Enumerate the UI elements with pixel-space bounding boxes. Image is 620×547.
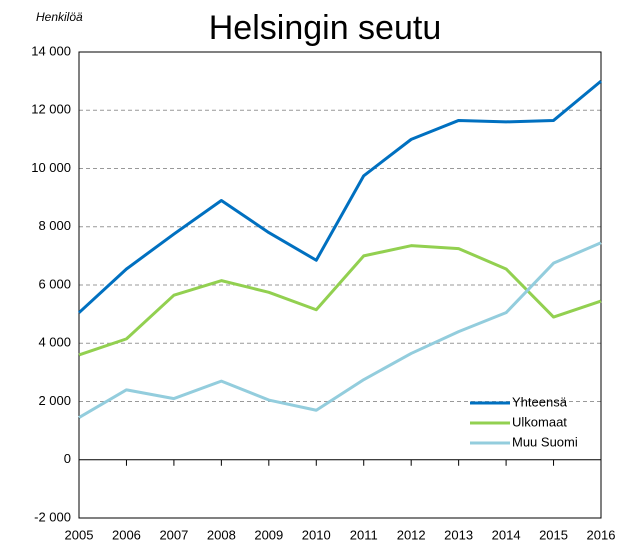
x-tick-label: 2011 <box>350 527 378 542</box>
x-tick-label: 2015 <box>539 527 568 542</box>
x-tick-label: 2005 <box>65 527 94 542</box>
y-tick-label: 14 000 <box>31 43 71 58</box>
plot-frame <box>78 51 602 519</box>
y-tick-label: 10 000 <box>31 160 71 175</box>
y-axis-label: Henkilöä <box>36 10 83 24</box>
x-tick-label: 2013 <box>444 527 473 542</box>
y-tick-label: 12 000 <box>31 102 71 117</box>
series-line <box>78 244 602 357</box>
legend-label: Muu Suomi <box>512 434 578 449</box>
y-tick-label: 4 000 <box>38 335 71 350</box>
series-line <box>78 241 602 419</box>
x-tick-label: 2007 <box>159 527 188 542</box>
y-tick-label: 8 000 <box>38 218 71 233</box>
x-tick-label: 2008 <box>207 527 236 542</box>
y-tick-label: 0 <box>64 451 71 466</box>
x-tick-label: 2009 <box>254 527 283 542</box>
x-tick-label: 2006 <box>112 527 141 542</box>
series-line <box>77 79 602 314</box>
chart-title: Helsingin seutu <box>209 9 441 47</box>
legend-label: Yhteensä <box>512 394 568 409</box>
y-tick-label: 2 000 <box>38 393 71 408</box>
x-tick-label: 2010 <box>302 527 331 542</box>
x-tick-label: 2014 <box>492 527 521 542</box>
legend-label: Ulkomaat <box>512 414 567 429</box>
y-tick-label: -2 000 <box>34 509 71 524</box>
x-tick-label: 2016 <box>587 527 616 542</box>
y-tick-label: 6 000 <box>38 276 71 291</box>
x-tick-label: 2012 <box>397 527 426 542</box>
